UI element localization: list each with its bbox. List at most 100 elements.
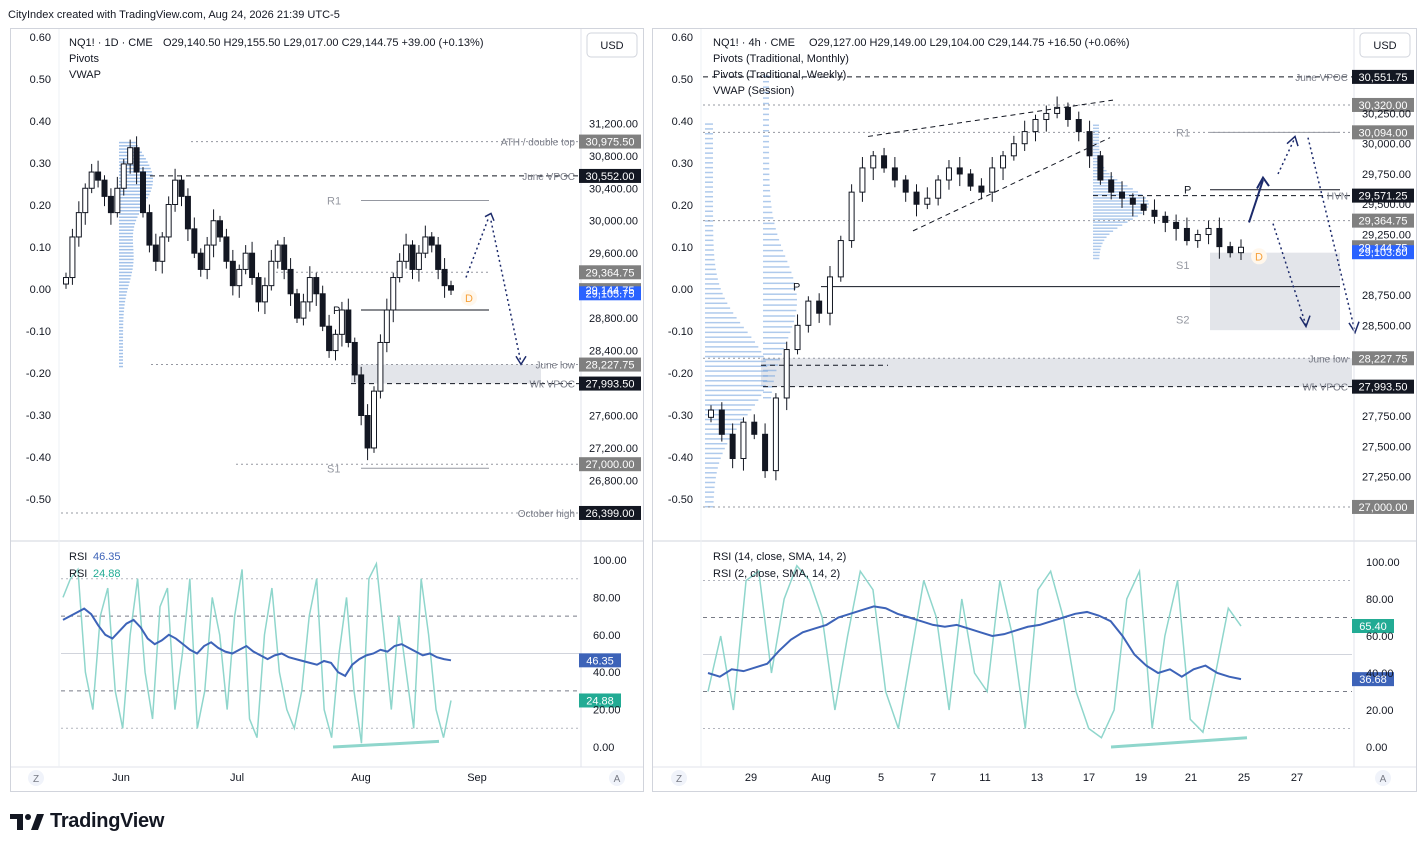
- volume-profile-bar: [763, 282, 795, 285]
- auto-scale-icon[interactable]: [609, 770, 625, 786]
- candle-body: [415, 252, 422, 270]
- volume-profile-bar: [763, 293, 797, 295]
- daily-chart-panel[interactable]: 0.60 0.50 0.40 0.30 0.20 0.10 0.00 -0.10 -0.20 -0…: [10, 28, 644, 792]
- volume-profile-bar: [119, 197, 148, 199]
- zoom-icon[interactable]: [671, 770, 687, 786]
- volume-profile-bar: [705, 370, 768, 372]
- volume-profile-bar: [1093, 257, 1100, 260]
- volume-profile-bar: [119, 184, 153, 186]
- volume-profile-bar: [1093, 191, 1138, 193]
- volume-profile-bar: [705, 481, 716, 484]
- volume-profile-bar: [705, 195, 714, 198]
- time-axis-label: 5: [878, 772, 884, 784]
- candle-body: [1043, 112, 1050, 120]
- volume-profile-bar: [763, 86, 770, 88]
- time-axis-label: 19: [1135, 772, 1147, 784]
- rsi-badge: [579, 653, 621, 668]
- 4h-chart-canvas[interactable]: 0.60 0.50 0.40 0.30 0.20 0.10 0.00 -0.10 -0.20 -0…: [653, 29, 1416, 791]
- price-scale-label: 28,750.00: [1362, 290, 1411, 302]
- volume-profile-bar: [705, 229, 714, 232]
- volume-profile-bar: [705, 302, 728, 305]
- candle-body: [740, 421, 747, 460]
- volume-profile-bar: [705, 215, 714, 217]
- volume-profile-bar: [763, 222, 775, 225]
- left-scale-label: -0.40: [26, 452, 51, 464]
- candle-body: [924, 197, 931, 205]
- volume-profile-bar: [705, 278, 718, 280]
- level-lines: [61, 141, 579, 514]
- currency-button[interactable]: [1359, 32, 1411, 58]
- auto-scale-label: A: [614, 774, 621, 785]
- volume-profile-bar: [119, 307, 125, 309]
- candle-body: [859, 167, 866, 193]
- price-scale-label: 29,250.00: [1362, 230, 1411, 242]
- left-scale-label: 0.50: [30, 74, 51, 86]
- volume-profile-bar: [705, 210, 714, 213]
- zone-layer: [351, 364, 541, 384]
- volume-profile-bar: [705, 171, 714, 174]
- volume-profile-bar: [119, 287, 128, 290]
- pattern-label: D: [1255, 251, 1263, 263]
- volume-profile-bar: [119, 336, 124, 339]
- volume-profile-bar: [763, 124, 770, 127]
- price-scale-label: 27,600.00: [589, 411, 638, 423]
- indicator-legend: VWAP: [69, 69, 101, 81]
- candle-body: [1183, 227, 1190, 242]
- price-badge: [579, 357, 641, 372]
- time-axis-label: 7: [930, 772, 936, 784]
- tradingview-logo-icon: [10, 813, 44, 830]
- price-badge-label: 27,993.50: [1359, 382, 1408, 394]
- volume-profile-bar: [763, 396, 772, 399]
- daily-chart-canvas[interactable]: 0.60 0.50 0.40 0.30 0.20 0.10 0.00 -0.10 -0.20 -0…: [11, 29, 643, 791]
- candle-body: [217, 220, 223, 238]
- candle-body: [816, 300, 823, 314]
- volume-profile-bar: [119, 343, 124, 345]
- volume-profile-bar: [1093, 254, 1100, 257]
- volume-profile-bar: [705, 501, 714, 503]
- price-scale-label: 30,800.00: [589, 151, 638, 163]
- volume-profile-bar: [119, 346, 124, 348]
- volume-profile-bar: [763, 380, 774, 383]
- price-badge-label: 29,144.75: [586, 285, 635, 297]
- volume-profile-bar: [119, 317, 124, 319]
- volume-profile-bar: [1093, 239, 1105, 242]
- candle-body: [1075, 118, 1082, 133]
- volume-profile-bar: [119, 141, 136, 144]
- price-badge-label: 29,103.80: [1359, 247, 1408, 259]
- volume-profile-bar: [763, 162, 770, 165]
- price-badge-label: 27,000.00: [586, 459, 635, 471]
- price-badge-label: 26,399.00: [586, 508, 635, 520]
- candle-body: [881, 155, 888, 169]
- volume-profile-bar: [705, 186, 714, 188]
- price-badge: [1352, 69, 1414, 84]
- volume-profile-bar: [763, 168, 770, 170]
- volume-profile-bar: [119, 271, 133, 274]
- zoom-icon[interactable]: [28, 770, 44, 786]
- pivot-label: P: [333, 305, 340, 317]
- volume-profile-bar: [119, 297, 126, 300]
- volume-profile-bar: [705, 142, 713, 145]
- volume-profile-bar: [705, 409, 752, 411]
- candle-body: [913, 191, 920, 205]
- rsi-main-line: [707, 605, 1242, 681]
- volume-profile-bar: [119, 248, 134, 251]
- volume-profile-bar: [705, 283, 720, 285]
- projection-arrow-down: [490, 220, 522, 363]
- level-label: Wk VPOC: [529, 380, 575, 391]
- auto-scale-icon[interactable]: [1375, 770, 1391, 786]
- volume-profile-bar: [1093, 145, 1100, 148]
- currency-button[interactable]: [586, 32, 638, 58]
- volume-profile-bar: [1093, 215, 1138, 217]
- volume-profile-bar: [119, 193, 150, 196]
- volume-profile-bar: [1093, 206, 1149, 208]
- 4h-chart-panel[interactable]: 0.60 0.50 0.40 0.30 0.20 0.10 0.00 -0.10 -0.20 -0…: [652, 28, 1417, 792]
- left-scale-label: 0.20: [30, 200, 51, 212]
- indicator-legend: VWAP (Session): [713, 85, 794, 97]
- candle-body: [268, 260, 275, 287]
- volume-profile-bar: [1093, 154, 1100, 157]
- pattern-badge: [1251, 248, 1267, 265]
- projection-arrow-up: [465, 216, 490, 278]
- volume-profile: [705, 75, 1149, 508]
- volume-profile-bar: [1093, 157, 1101, 160]
- candle-body: [152, 244, 159, 262]
